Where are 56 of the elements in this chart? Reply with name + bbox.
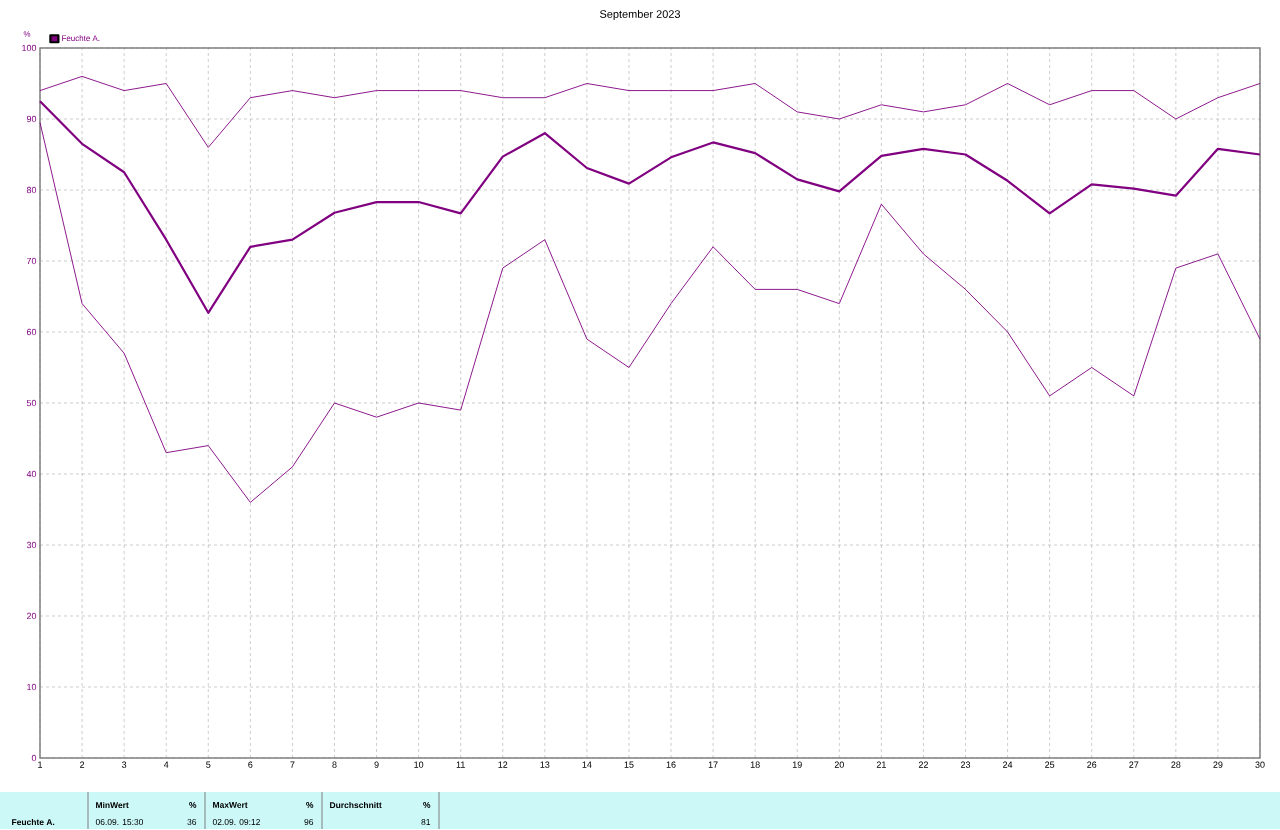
x-tick-label: 9 [374,761,379,769]
line-series [39,122,1261,504]
x-tick-label: 21 [876,761,886,769]
y-tick-label: 100 [22,45,37,52]
line-series [38,100,1262,315]
x-tick-label: 13 [540,761,550,769]
y-tick-label: 50 [26,400,37,407]
x-tick-label: 17 [708,761,718,768]
x-tick-label: 20 [834,761,844,769]
text: % [306,802,314,809]
x-tick-label: 1 [38,761,43,768]
y-tick-label: 60 [26,329,37,336]
text: 96 [304,819,314,826]
x-tick-label: 27 [1129,761,1139,769]
y-tick-label: 40 [26,471,37,478]
chart-title: September 2023 [599,10,681,21]
x-tick-label: 26 [1087,761,1097,769]
x-tick-label: 14 [582,761,592,768]
text: % [189,802,197,809]
x-tick-label: 30 [1255,761,1265,769]
text: 81 [421,819,431,826]
x-tick-label: 29 [1213,761,1223,769]
y-tick-label: 0 [31,755,37,762]
text: 02.09. 09:12 [212,819,260,826]
x-tick-label: 3 [121,761,127,769]
x-tick-label: 6 [248,761,253,769]
x-tick-label: 28 [1171,761,1181,769]
x-tick-label: 4 [163,761,169,768]
x-tick-label: 25 [1045,761,1055,769]
y-tick-label: 90 [26,116,37,123]
x-tick-label: 12 [498,761,508,769]
x-tick-label: 16 [666,761,676,769]
x-tick-label: 19 [792,761,802,769]
x-tick-label: 7 [290,761,295,768]
x-tick-label: 8 [332,761,337,769]
x-tick-label: 11 [456,761,465,768]
text: % [423,802,431,809]
y-tick-label: 80 [26,187,37,194]
x-tick-label: 2 [80,761,85,769]
y-tick-label: 10 [27,684,37,691]
x-tick-label: 18 [750,761,760,769]
x-tick-label: 15 [624,761,634,769]
text: MinWert [96,802,129,809]
text: 06.09. 15:30 [95,819,144,826]
text: Durchschnitt [330,802,382,809]
x-tick-label: 23 [960,761,971,769]
text: Feuchte A. [12,819,55,826]
x-tick-label: 5 [206,761,211,769]
x-tick-label: 24 [1003,761,1013,769]
y-tick-label: 20 [26,613,37,620]
text: 36 [187,819,197,826]
x-tick-label: 22 [918,761,928,769]
y-tick-label: 70 [26,258,37,265]
text: MaxWert [213,802,248,809]
y-tick-label: 30 [26,542,37,549]
x-tick-label: 10 [414,761,424,769]
